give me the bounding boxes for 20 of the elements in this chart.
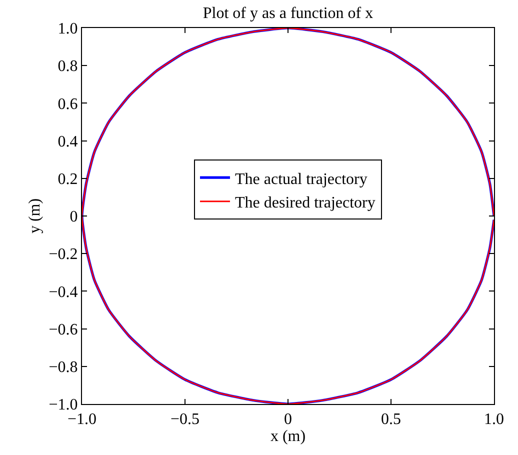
x-tick-label: 0.5: [381, 411, 401, 428]
chart-title: Plot of y as a function of x: [202, 5, 374, 22]
y-tick-label: 0: [70, 208, 78, 226]
x-tick-label: 1.0: [484, 411, 504, 428]
legend-label: The desired trajectory: [235, 194, 376, 212]
y-axis-title: y (m): [26, 198, 44, 234]
y-tick-label: −0.6: [48, 321, 78, 338]
y-tick-label: 0.6: [58, 96, 78, 113]
legend-label: The actual trajectory: [235, 170, 368, 188]
y-tick-label: −0.2: [48, 246, 78, 264]
x-axis-title: x (m): [270, 428, 306, 446]
y-tick-label: −1.0: [48, 396, 78, 414]
y-tick-label: 1.0: [58, 20, 78, 38]
y-tick-label: 0.4: [58, 133, 78, 150]
x-tick-label: −0.5: [170, 411, 200, 428]
x-tick-label: 0: [284, 411, 292, 428]
y-tick-label: 0.8: [58, 58, 78, 76]
y-tick-label: 0.2: [58, 171, 78, 188]
y-tick-label: −0.4: [48, 284, 78, 301]
y-tick-label: −0.8: [48, 359, 78, 376]
